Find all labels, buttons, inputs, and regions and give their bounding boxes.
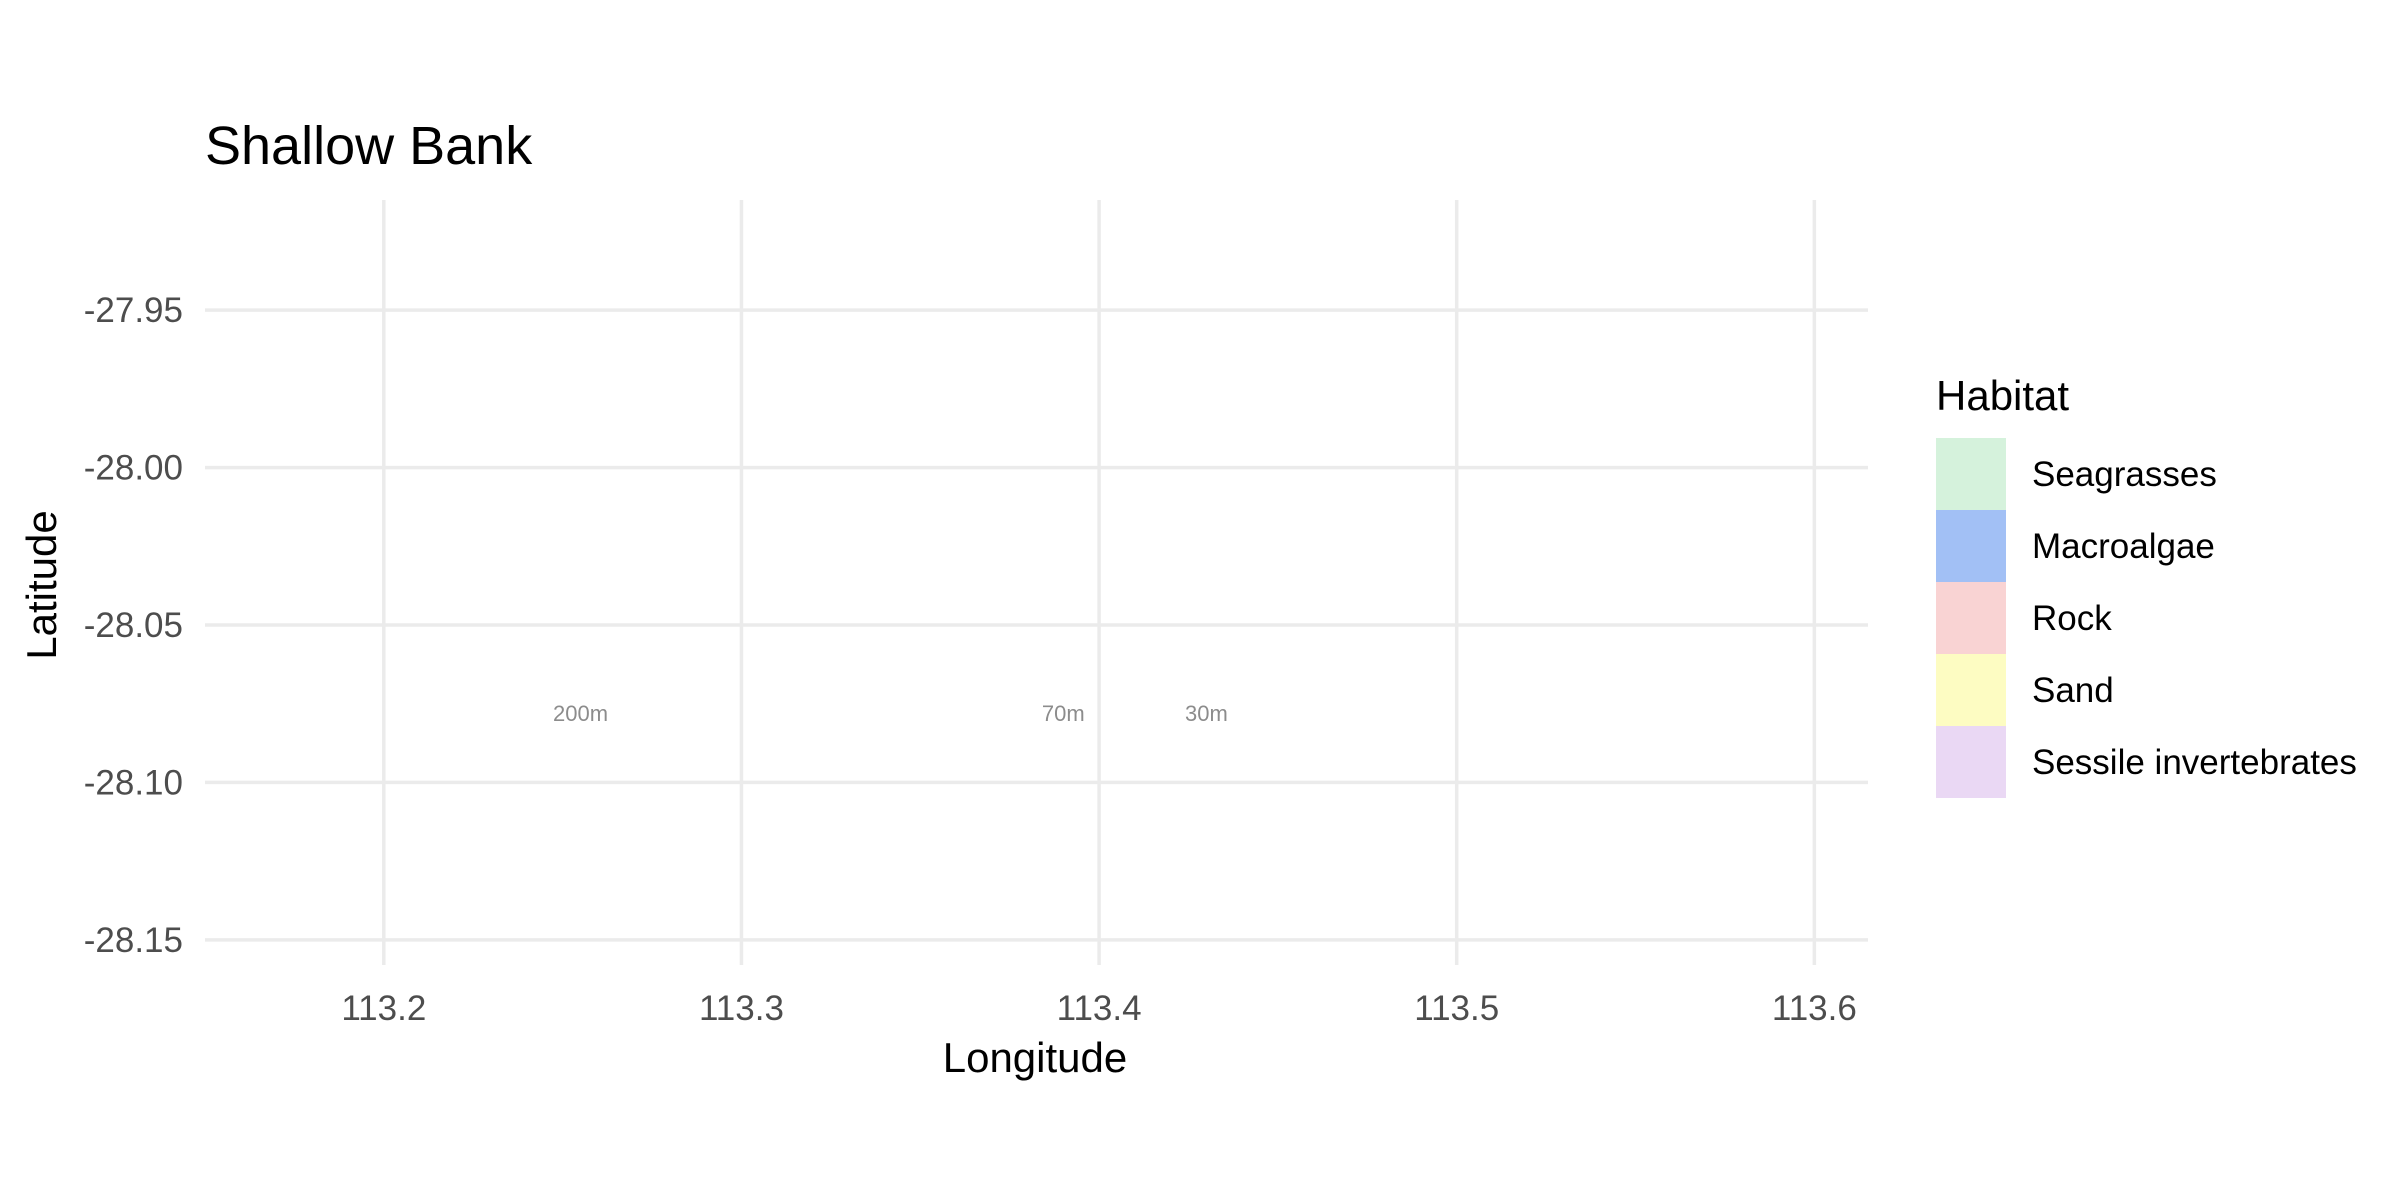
map-panel: 200m 70m 30m	[205, 200, 1868, 965]
legend-items: Seagrasses Macroalgae Rock Sand Sessile inve…	[1936, 438, 2357, 798]
legend-title: Habitat	[1936, 372, 2069, 419]
legend-swatch	[1936, 726, 2006, 798]
legend-swatch	[1936, 438, 2006, 510]
y-tick-label: -27.95	[84, 291, 183, 330]
x-tick-label: 113.3	[699, 989, 784, 1028]
legend-label: Sessile invertebrates	[2032, 743, 2357, 782]
x-tick-label: 113.6	[1772, 989, 1857, 1028]
legend-swatch	[1936, 654, 2006, 726]
x-tick-label: 113.5	[1414, 989, 1499, 1028]
legend-label: Seagrasses	[2032, 455, 2217, 494]
y-tick-label: -28.00	[84, 449, 183, 488]
y-tick-label: -28.05	[84, 606, 183, 645]
contour-label: 70m	[1042, 701, 1085, 726]
map-title: Shallow Bank	[205, 116, 533, 176]
legend-swatch	[1936, 510, 2006, 582]
x-tick-label: 113.2	[341, 989, 426, 1028]
y-axis-ticks: -27.95 -28.00 -28.05 -28.10 -28.15	[84, 291, 183, 960]
x-axis-ticks: 113.2 113.3 113.4 113.5 113.6	[341, 989, 1857, 1028]
y-tick-label: -28.15	[84, 921, 183, 960]
legend-label: Macroalgae	[2032, 527, 2215, 566]
gridlines	[205, 200, 1868, 965]
habitat-legend: Habitat Seagrasses Macroalgae Rock Sand Sess…	[1936, 372, 2357, 798]
contour-labels: 200m 70m 30m	[553, 701, 1228, 726]
legend-swatch	[1936, 582, 2006, 654]
contour-label: 200m	[553, 701, 608, 726]
x-axis-label: Longitude	[943, 1034, 1128, 1081]
x-tick-label: 113.4	[1057, 989, 1142, 1028]
legend-label: Rock	[2032, 599, 2112, 638]
y-axis-label: Latitude	[18, 510, 65, 659]
legend-label: Sand	[2032, 671, 2114, 710]
y-tick-label: -28.10	[84, 763, 183, 802]
contour-label: 30m	[1185, 701, 1228, 726]
